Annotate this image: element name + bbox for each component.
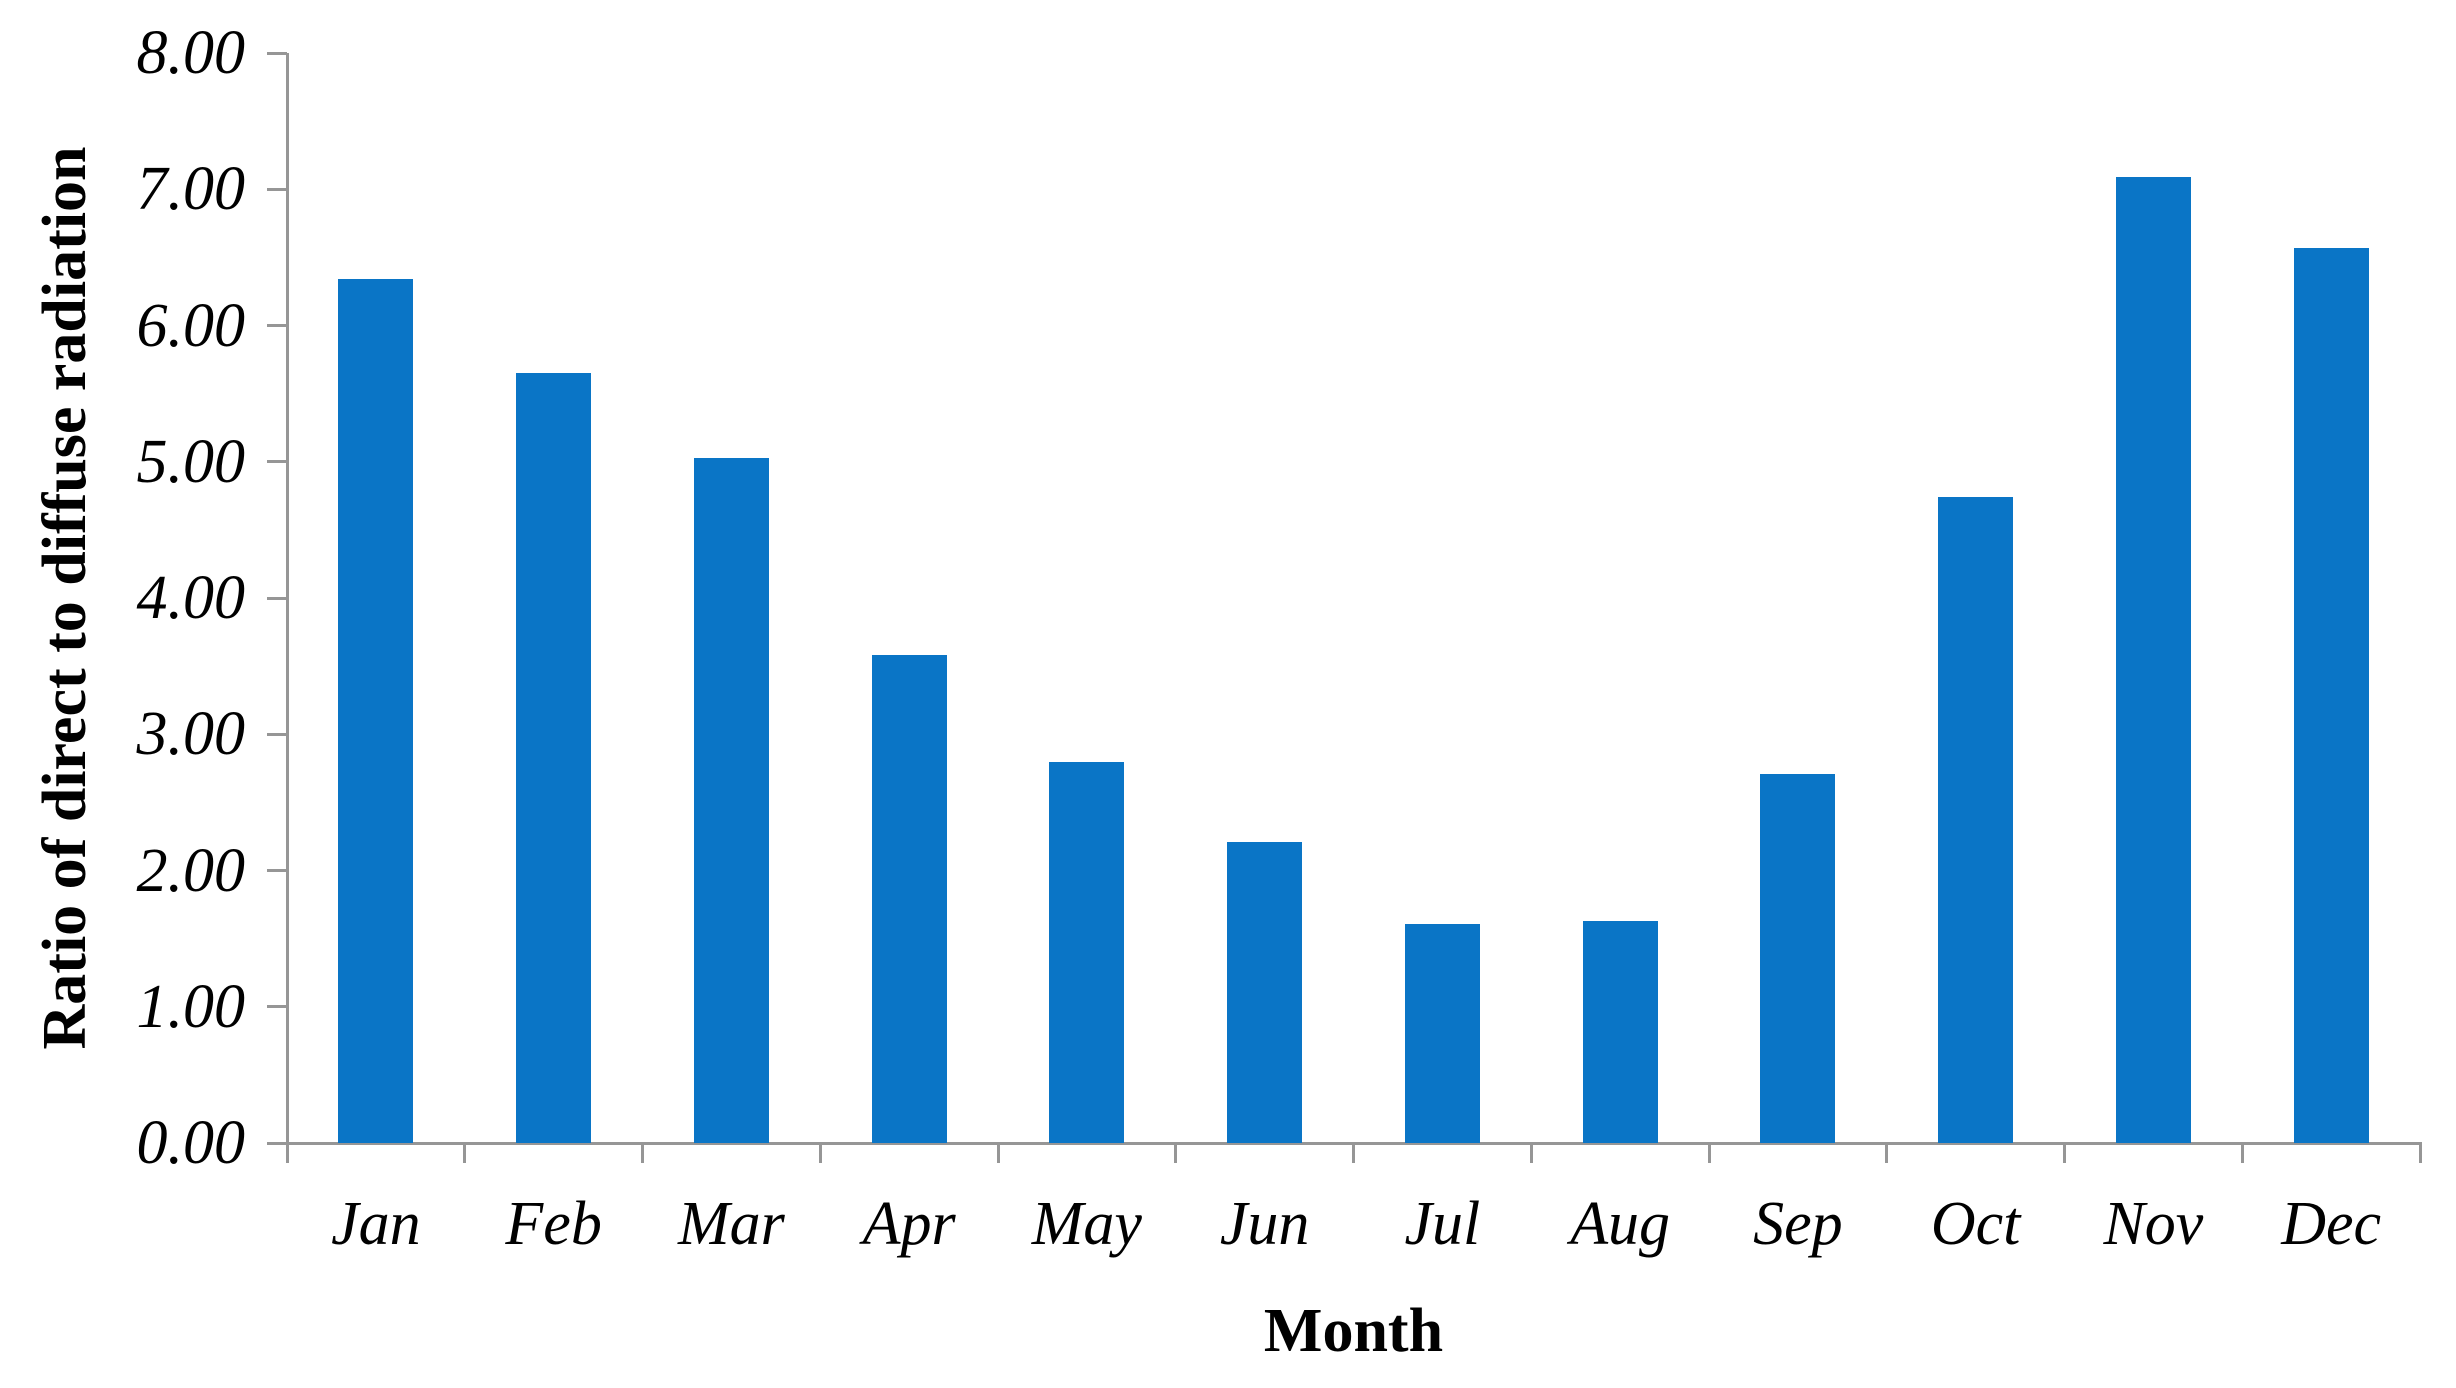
y-tick-mark <box>267 1141 287 1145</box>
x-tick-mark <box>1707 1143 1711 1163</box>
x-tick-label-apr: Apr <box>862 1190 956 1258</box>
y-axis-line <box>285 53 289 1163</box>
bar-nov <box>2115 176 2191 1143</box>
x-tick-label-may: May <box>1031 1190 1142 1258</box>
bar-oct <box>1938 497 2014 1143</box>
y-tick-label: 3.00 <box>136 700 246 769</box>
y-tick-label: 8.00 <box>136 19 246 87</box>
x-tick-mark <box>285 1143 289 1163</box>
x-tick-mark <box>2240 1143 2244 1163</box>
x-tick-mark <box>996 1143 1000 1163</box>
bar-jun <box>1227 841 1303 1143</box>
x-tick-mark <box>1885 1143 1889 1163</box>
y-tick-label: 2.00 <box>136 836 246 905</box>
y-tick-label: 1.00 <box>136 972 246 1041</box>
x-axis-title: Month <box>1263 1297 1444 1365</box>
x-tick-label-dec: Dec <box>2281 1190 2382 1258</box>
x-tick-label-mar: Mar <box>677 1190 785 1258</box>
bar-jan <box>338 279 414 1143</box>
bar-jul <box>1404 923 1480 1143</box>
y-tick-mark <box>267 869 287 872</box>
x-tick-label-jan: Jan <box>331 1190 421 1258</box>
x-tick-mark <box>1174 1143 1178 1163</box>
x-tick-mark <box>2418 1143 2422 1163</box>
x-tick-mark <box>463 1143 467 1163</box>
y-tick-label: 4.00 <box>136 564 246 632</box>
bar-apr <box>871 655 947 1143</box>
x-tick-mark <box>641 1143 644 1163</box>
bar-sep <box>1760 773 1836 1143</box>
x-tick-mark <box>1352 1143 1355 1163</box>
bar-dec <box>2293 247 2369 1143</box>
bar-may <box>1049 761 1125 1143</box>
x-tick-label-aug: Aug <box>1570 1190 1671 1258</box>
y-tick-label: 0.00 <box>136 1109 246 1177</box>
x-tick-label-feb: Feb <box>505 1190 602 1258</box>
y-tick-mark <box>267 187 287 191</box>
bar-feb <box>516 373 592 1143</box>
y-tick-label: 7.00 <box>136 155 246 224</box>
x-tick-label-sep: Sep <box>1753 1190 1843 1258</box>
plot-area: 0.00 1.00 2.00 3.00 4.00 5.00 6.00 7.00 8.00 Jan F… <box>137 22 2422 1255</box>
x-tick-label-jul: Jul <box>1404 1190 1481 1258</box>
x-tick-label-oct: Oct <box>1930 1190 2021 1258</box>
bar-mar <box>693 457 769 1143</box>
y-tick-mark <box>267 1005 287 1009</box>
x-tick-mark <box>818 1143 822 1163</box>
y-tick-mark <box>267 460 287 464</box>
bar-aug <box>1582 920 1658 1143</box>
y-tick-mark <box>267 51 287 55</box>
x-tick-mark <box>2063 1143 2066 1163</box>
y-tick-label: 5.00 <box>136 427 246 496</box>
y-tick-label: 6.00 <box>136 291 246 360</box>
y-tick-mark <box>267 324 287 327</box>
x-tick-mark <box>1529 1143 1533 1163</box>
x-tick-label-nov: Nov <box>2103 1190 2204 1258</box>
y-tick-mark <box>267 596 287 600</box>
y-tick-mark <box>267 732 287 736</box>
x-tick-label-jun: Jun <box>1219 1190 1310 1258</box>
